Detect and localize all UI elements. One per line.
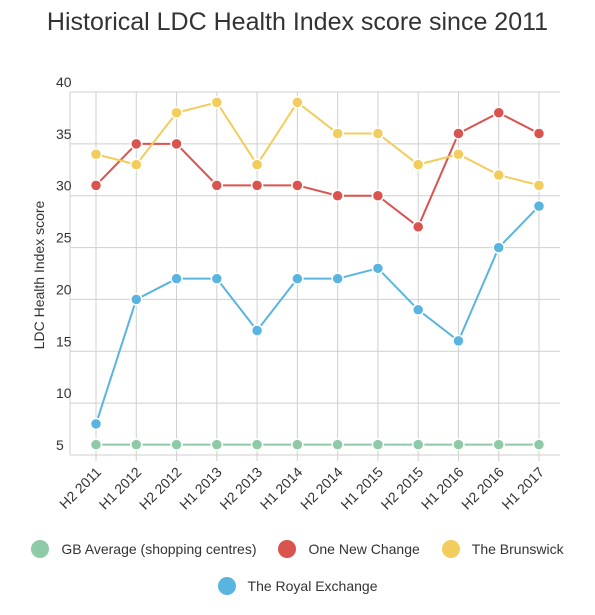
data-point — [89, 417, 103, 431]
legend-swatch — [278, 540, 297, 558]
x-tick-label: H1 2015 — [337, 464, 386, 513]
data-point — [411, 220, 425, 234]
legend-label: GB Average (shopping centres) — [61, 541, 257, 557]
data-point — [170, 137, 183, 151]
x-tick-label: H2 2014 — [297, 464, 346, 513]
data-point — [492, 438, 505, 451]
legend-row-1: GB Average (shopping centres) One New Cha… — [0, 540, 595, 558]
legend-swatch — [31, 540, 50, 558]
data-point — [210, 438, 224, 451]
legend-label: The Brunswick — [471, 541, 564, 557]
x-tick-label: H1 2013 — [176, 464, 225, 513]
data-point — [452, 334, 465, 348]
data-point — [130, 438, 143, 451]
data-point — [532, 127, 546, 140]
y-tick-label: 40 — [56, 74, 72, 90]
data-point — [532, 199, 546, 213]
data-point — [452, 127, 465, 140]
data-point — [411, 438, 425, 451]
x-tick-label: H1 2016 — [418, 464, 467, 513]
x-tick-label: H2 2012 — [136, 464, 185, 513]
data-point — [130, 293, 143, 306]
data-point — [371, 262, 385, 275]
data-point — [492, 168, 505, 182]
data-point — [411, 303, 425, 317]
series-line — [95, 100, 540, 187]
data-point — [210, 96, 224, 109]
legend-swatch — [217, 577, 236, 595]
y-tick-label: 5 — [56, 437, 64, 453]
y-tick-label: 30 — [56, 178, 72, 194]
legend-row-2: The Royal Exchange — [0, 577, 595, 595]
data-point — [250, 158, 264, 171]
data-point — [291, 438, 304, 451]
data-point — [452, 438, 465, 451]
legend-swatch — [441, 540, 460, 558]
y-tick-label: 15 — [56, 333, 72, 349]
x-tick-label: H1 2017 — [498, 464, 547, 513]
data-point — [291, 96, 304, 109]
data-point — [89, 179, 103, 192]
data-point — [371, 189, 385, 202]
y-axis-ticks: 5 10 15 20 25 30 35 40 — [56, 74, 72, 453]
y-tick-label: 35 — [56, 126, 72, 142]
x-tick-label: H2 2016 — [458, 464, 507, 513]
series-line — [95, 205, 540, 425]
data-point — [210, 272, 224, 285]
legend-label: The Royal Exchange — [247, 578, 378, 594]
data-point — [411, 158, 425, 171]
data-point — [331, 438, 344, 451]
data-point — [532, 438, 546, 451]
data-point — [492, 241, 505, 254]
data-point — [89, 438, 103, 451]
data-point — [130, 158, 143, 171]
x-tick-label: H1 2012 — [96, 464, 145, 513]
data-point — [291, 179, 304, 192]
legend-item: One New Change — [278, 540, 420, 558]
x-tick-label: H2 2011 — [56, 464, 104, 512]
y-tick-label: 25 — [56, 230, 72, 246]
data-point — [452, 147, 465, 161]
data-point — [331, 272, 344, 285]
x-tick-label: H1 2014 — [257, 464, 306, 513]
data-point — [170, 438, 183, 451]
legend-label: One New Change — [308, 541, 420, 557]
series-lines — [89, 96, 546, 451]
data-point — [492, 106, 505, 119]
data-point — [250, 179, 264, 192]
x-tick-label: H2 2015 — [378, 464, 427, 513]
data-point — [371, 438, 385, 451]
series-line — [95, 111, 540, 229]
data-point — [291, 272, 304, 285]
data-point — [331, 127, 344, 140]
data-point — [170, 106, 183, 119]
legend-item: The Royal Exchange — [217, 577, 378, 595]
data-point — [250, 324, 264, 337]
data-point — [532, 179, 546, 192]
data-point — [250, 438, 264, 451]
data-point — [130, 137, 143, 151]
data-point — [89, 147, 103, 161]
data-point — [210, 179, 224, 192]
y-tick-label: 10 — [56, 385, 72, 401]
legend-item: The Brunswick — [441, 540, 564, 558]
data-point — [331, 189, 344, 202]
data-point — [170, 272, 183, 285]
legend-item: GB Average (shopping centres) — [31, 540, 256, 558]
y-tick-label: 20 — [56, 281, 72, 297]
x-tick-label: H2 2013 — [216, 464, 265, 513]
data-point — [371, 127, 385, 140]
chart-title: Historical LDC Health Index score since … — [46, 8, 549, 36]
y-axis-label: LDC Health Index score — [31, 200, 47, 349]
